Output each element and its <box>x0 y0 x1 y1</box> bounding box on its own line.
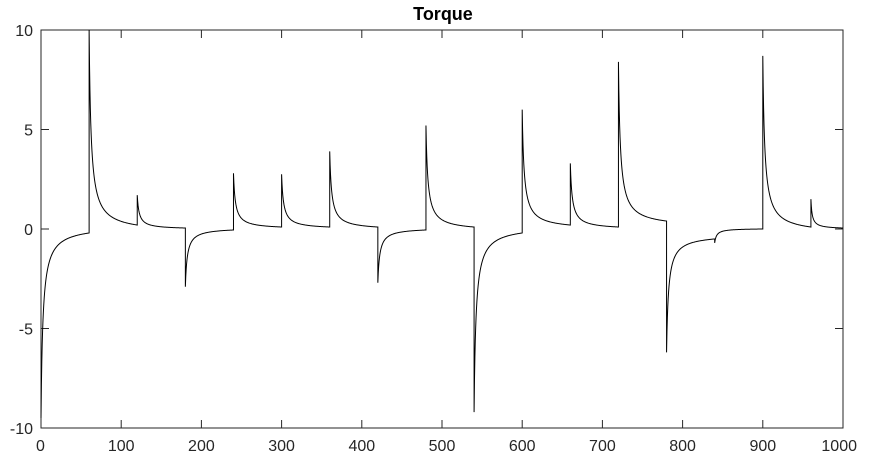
x-tick-label: 1000 <box>821 438 857 455</box>
y-tick-label: 5 <box>24 123 33 140</box>
chart-title: Torque <box>413 4 473 24</box>
x-tick-label: 900 <box>749 438 776 455</box>
axis-ticks <box>40 29 844 429</box>
y-tick-labels: -10 -5 0 5 10 <box>10 23 33 438</box>
y-tick-label: -5 <box>19 322 33 339</box>
y-tick-label: -10 <box>10 421 33 438</box>
y-tick-label: 10 <box>15 23 33 40</box>
x-tick-labels: 0 100 200 300 400 500 600 700 800 900 1000 <box>36 438 857 455</box>
x-tick-label: 600 <box>509 438 536 455</box>
x-tick-label: 500 <box>429 438 456 455</box>
x-tick-label: 400 <box>348 438 375 455</box>
y-tick-label: 0 <box>24 222 33 239</box>
x-tick-label: 0 <box>36 438 45 455</box>
x-tick-label: 200 <box>188 438 215 455</box>
x-tick-label: 800 <box>669 438 696 455</box>
x-tick-label: 100 <box>108 438 135 455</box>
series-line-torque <box>40 29 843 419</box>
x-tick-label: 700 <box>589 438 616 455</box>
x-tick-label: 300 <box>268 438 295 455</box>
plot-area <box>40 29 844 429</box>
